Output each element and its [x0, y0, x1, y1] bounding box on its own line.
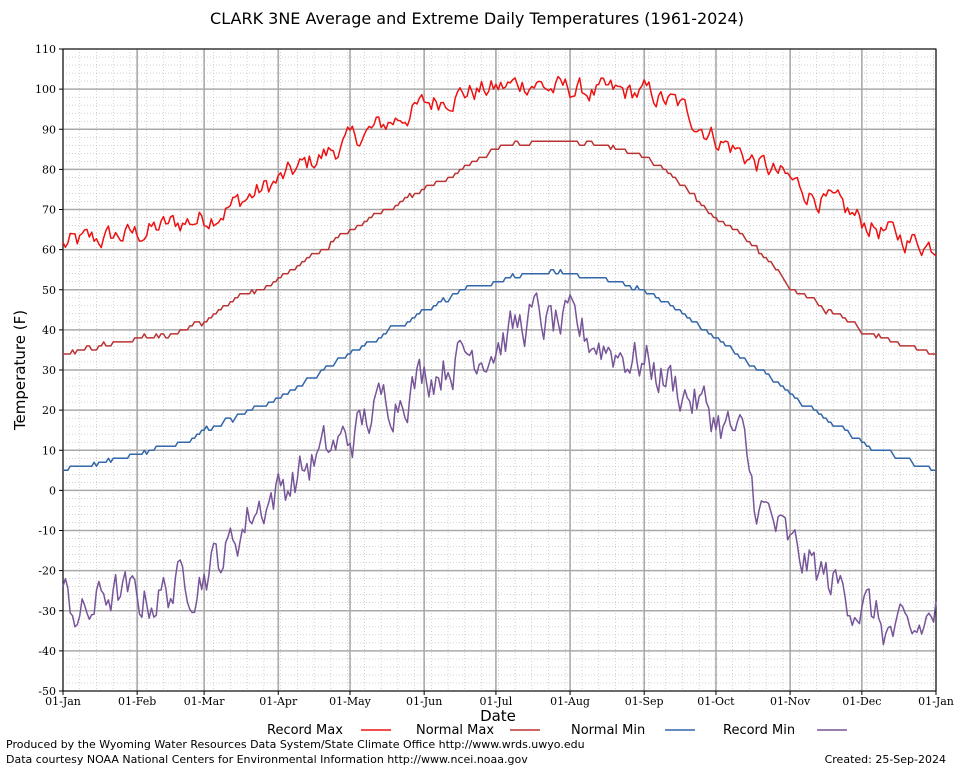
x-tick-label: 01-Dec	[842, 695, 881, 708]
x-tick-label: 01-Nov	[770, 695, 811, 708]
x-tick-label: 01-Mar	[184, 695, 226, 708]
footer-produced-by: Produced by the Wyoming Water Resources …	[6, 738, 585, 751]
legend-label: Record Max	[267, 723, 343, 738]
y-tick-label: 40	[42, 324, 56, 337]
y-tick-label: -50	[38, 685, 56, 698]
x-tick-label: 01-Jun	[406, 695, 442, 708]
y-tick-label: -20	[38, 565, 56, 578]
x-tick-label: 01-May	[329, 695, 372, 708]
y-tick-label: -40	[38, 645, 56, 658]
series-line-normal-max	[63, 140, 936, 355]
series-lines	[62, 75, 937, 646]
chart-title: CLARK 3NE Average and Extreme Daily Temp…	[210, 9, 744, 28]
y-tick-label: 50	[42, 284, 56, 297]
y-tick-label: 60	[42, 244, 56, 257]
x-tick-label: 01-Jan	[918, 695, 954, 708]
footer-created: Created: 25-Sep-2024	[824, 753, 946, 766]
y-tick-label: -30	[38, 605, 56, 618]
y-tick-label: 30	[42, 364, 56, 377]
y-tick-label: 90	[42, 123, 56, 136]
y-tick-label: 110	[35, 43, 56, 56]
x-tick-label: 01-Aug	[550, 695, 590, 708]
legend: Record Max Normal Max Normal Min Record Min	[267, 723, 847, 738]
x-tick-label: 01-Sep	[625, 695, 664, 708]
legend-label: Normal Min	[571, 723, 645, 738]
series-line-normal-min	[63, 268, 936, 472]
y-tick-label: 80	[42, 163, 56, 176]
x-tick-label: 01-Feb	[118, 695, 156, 708]
y-tick-label: 100	[35, 83, 56, 96]
x-tick-label: 01-Jul	[480, 695, 513, 708]
y-tick-label: -10	[38, 525, 56, 538]
plot-area	[62, 48, 937, 692]
x-tick-label: 01-Jan	[45, 695, 81, 708]
series-line-record-min	[62, 292, 937, 646]
footer-data-courtesy: Data courtesy NOAA National Centers for …	[6, 753, 528, 766]
x-axis-label: Date	[480, 707, 516, 725]
series-line-record-max	[62, 75, 937, 257]
x-tick-label: 01-Oct	[697, 695, 735, 708]
y-tick-label: 0	[49, 484, 56, 497]
y-tick-label: 70	[42, 204, 56, 217]
y-axis-label: Temperature (F)	[11, 310, 29, 431]
legend-label: Normal Max	[416, 723, 494, 738]
y-tick-label: 20	[42, 404, 56, 417]
y-tick-label: 10	[42, 444, 56, 457]
legend-label: Record Min	[723, 723, 795, 738]
x-axis-ticks: 01-Jan 01-Feb 01-Mar 01-Apr 01-May 01-Jun 01-J…	[45, 691, 954, 708]
x-tick-label: 01-Apr	[259, 695, 298, 708]
